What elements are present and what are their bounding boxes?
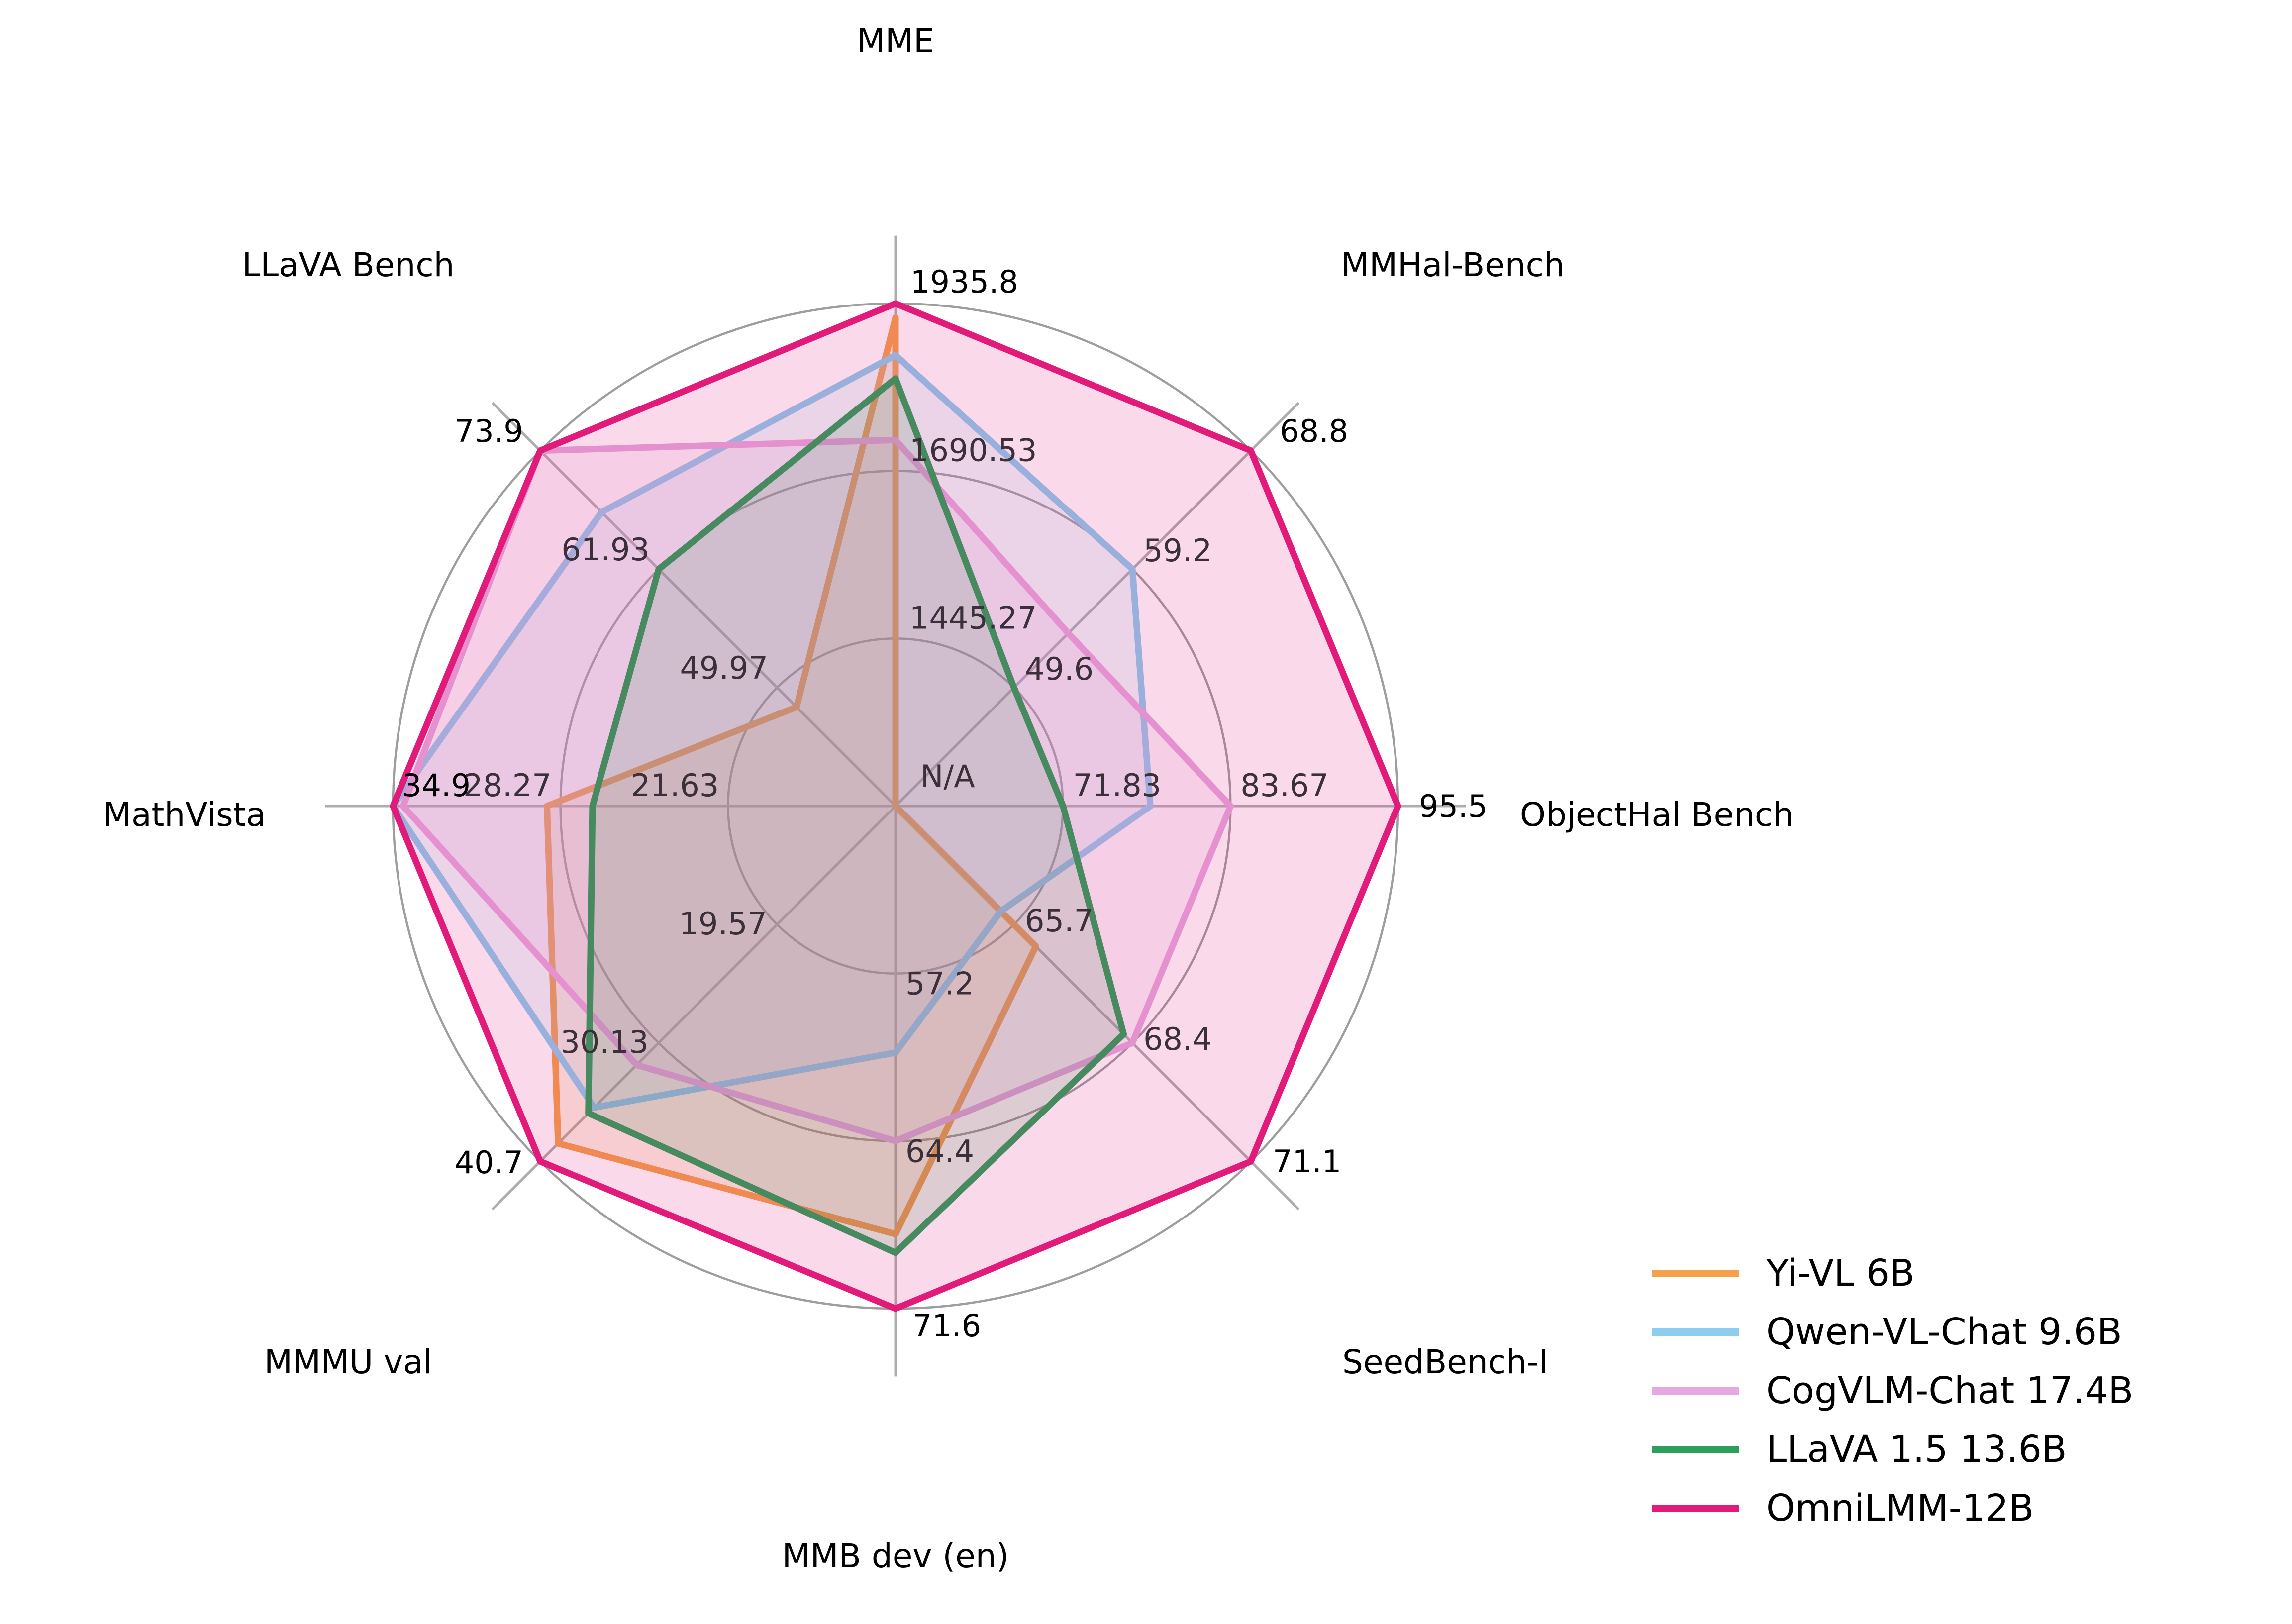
- legend-item[interactable]: Qwen-VL-Chat 9.6B: [1652, 1303, 2264, 1361]
- legend-item[interactable]: CogVLM-Chat 17.4B: [1652, 1361, 2264, 1420]
- legend: Yi-VL 6B Qwen-VL-Chat 9.6B CogVLM-Chat 1…: [1652, 1244, 2264, 1537]
- legend-swatch-omnilmm-12b: [1652, 1504, 1739, 1512]
- outer-value-label-llava-bench: 73.9: [455, 413, 523, 449]
- outer-value-label-objecthal-bench: 95.5: [1419, 788, 1488, 824]
- ring-tick-label-mmmu-val-2: 30.13: [560, 1024, 649, 1060]
- ring-tick-label-seedbench-i-2: 68.4: [1143, 1021, 1212, 1057]
- series-polygon-omnilmm-12b: [390, 300, 1401, 1312]
- outer-value-label-mmhal-bench: 68.8: [1280, 413, 1348, 449]
- ring-tick-label-mmb-dev-en--1: 57.2: [905, 966, 974, 1002]
- outer-value-label-mme: 1935.8: [910, 264, 1018, 300]
- outer-value-label-mmb-dev-en-: 71.6: [912, 1308, 981, 1344]
- series-polygon-yi-vl-6b: [544, 314, 1039, 1237]
- ring-tick-label-llava-bench-2: 61.93: [561, 531, 650, 568]
- ring-tick-label-mme-1: 1445.27: [909, 600, 1037, 636]
- center-na-label: N/A: [920, 758, 975, 795]
- series-polygons: [390, 300, 1401, 1312]
- legend-label-qwen-vl-chat-9-6b: Qwen-VL-Chat 9.6B: [1766, 1311, 2122, 1353]
- ring-tick-label-mmhal-bench-1: 49.6: [1025, 651, 1094, 687]
- chart-text-labels: 1935.8 68.8 95.5 71.1 71.6 40.7 34.9 73.9 1445.2…: [402, 264, 1488, 1344]
- series-polygon-llava-1-5-13-6b: [585, 375, 1127, 1256]
- ring-tick-label-mmb-dev-en--2: 64.4: [905, 1133, 974, 1169]
- axis-spoke-mmhal-bench: [895, 402, 1300, 807]
- legend-swatch-yi-vl-6b: [1652, 1269, 1739, 1277]
- legend-swatch-cogvlm-chat-17-4b: [1652, 1387, 1739, 1395]
- ring-tick-label-mme-2: 1690.53: [909, 432, 1037, 469]
- ring-tick-label-objecthal-bench-2: 83.67: [1240, 767, 1329, 804]
- outer-value-label-seedbench-i: 71.1: [1273, 1143, 1341, 1180]
- legend-label-omnilmm-12b: OmniLMM-12B: [1766, 1487, 2034, 1529]
- legend-label-yi-vl-6b: Yi-VL 6B: [1766, 1252, 1915, 1295]
- legend-label-llava-1-5-13-6b: LLaVA 1.5 13.6B: [1766, 1428, 2067, 1471]
- outer-value-label-mathvista: 34.9: [402, 767, 471, 804]
- legend-swatch-llava-1-5-13-6b: [1652, 1445, 1739, 1453]
- ring-tick-label-seedbench-i-1: 65.7: [1025, 903, 1094, 939]
- ring-tick-label-llava-bench-1: 49.97: [680, 650, 768, 686]
- legend-item[interactable]: OmniLMM-12B: [1652, 1479, 2264, 1537]
- legend-item[interactable]: LLaVA 1.5 13.6B: [1652, 1420, 2264, 1479]
- legend-swatch-qwen-vl-chat-9-6b: [1652, 1328, 1739, 1336]
- ring-tick-label-objecthal-bench-1: 71.83: [1073, 767, 1162, 804]
- ring-tick-label-mmhal-bench-2: 59.2: [1143, 532, 1212, 569]
- axis-spoke-llava-bench: [491, 402, 897, 807]
- ring-tick-label-mathvista-2: 28.27: [463, 767, 552, 804]
- legend-item[interactable]: Yi-VL 6B: [1652, 1244, 2264, 1303]
- ring-tick-label-mmmu-val-1: 19.57: [679, 906, 767, 942]
- outer-value-label-mmmu-val: 40.7: [455, 1144, 523, 1181]
- legend-label-cogvlm-chat-17-4b: CogVLM-Chat 17.4B: [1766, 1369, 2134, 1412]
- ring-tick-label-mathvista-1: 21.63: [631, 767, 719, 804]
